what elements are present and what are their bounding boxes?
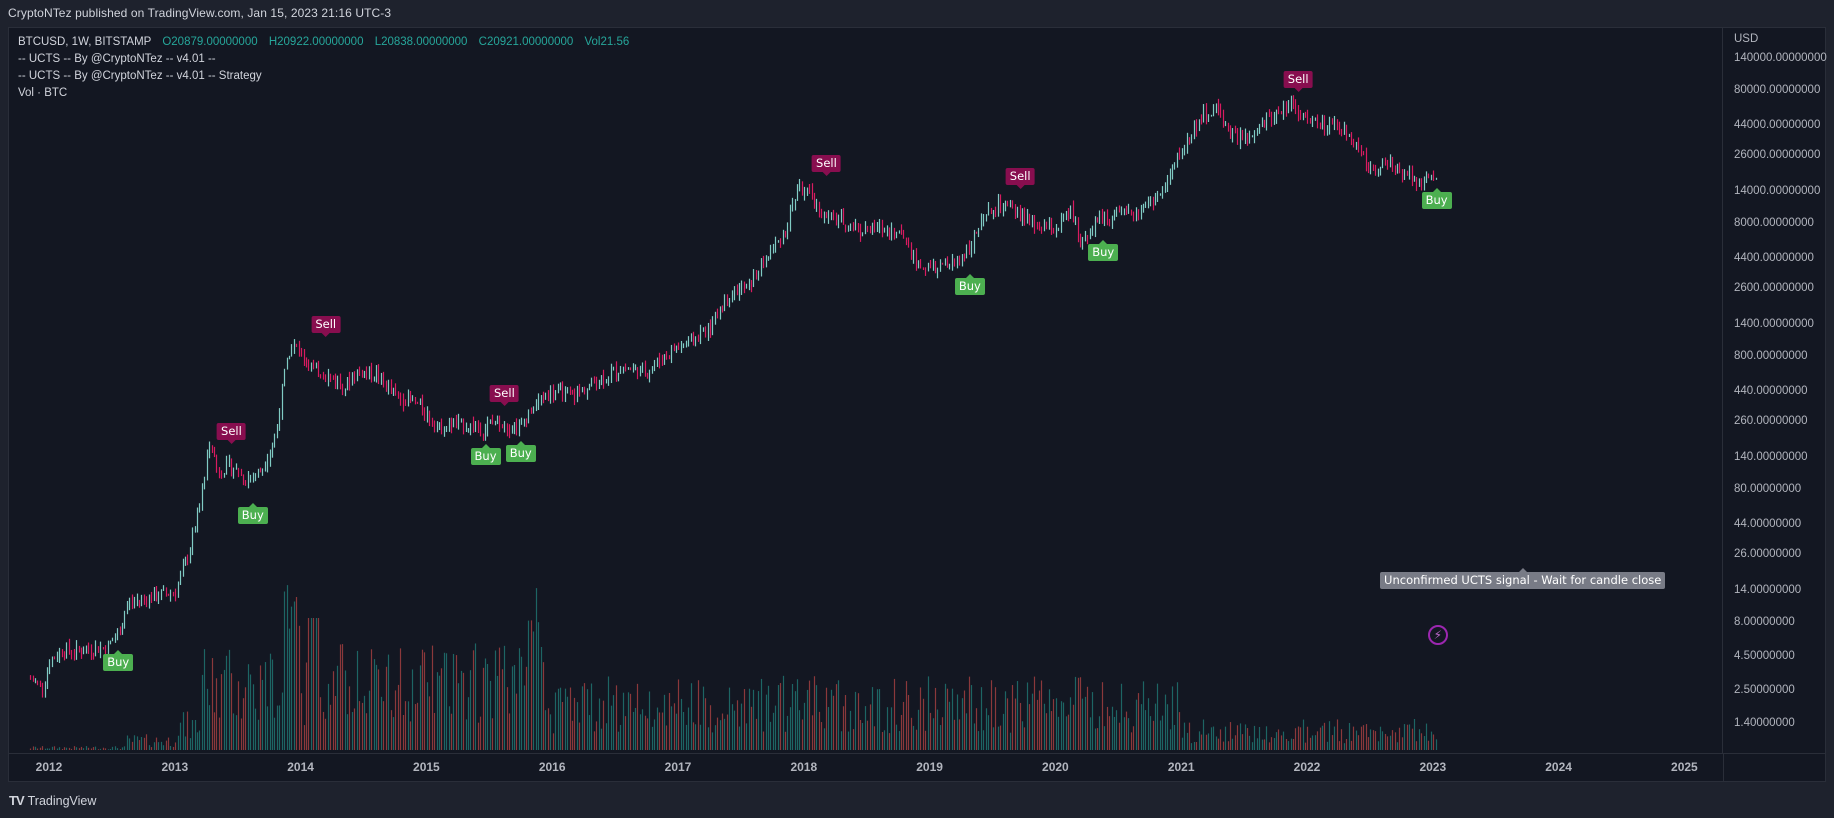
year-label: 2014 xyxy=(287,760,314,774)
legend-indicator-volume[interactable]: Vol · BTC xyxy=(18,87,68,99)
price-label: 1.40000000 xyxy=(1734,717,1795,729)
buy-signal-label: Buy xyxy=(505,440,536,462)
legend-indicator-ucts[interactable]: -- UCTS -- By @CryptoNTez -- v4.01 -- xyxy=(18,53,216,65)
sell-signal-label: Sell xyxy=(311,316,341,338)
year-label: 2017 xyxy=(664,760,692,774)
price-label: 4.50000000 xyxy=(1734,649,1795,662)
chart-legend: BTCUSD, 1W, BITSTAMP O20879.00000000 H20… xyxy=(18,34,629,102)
price-label: 80.00000000 xyxy=(1734,483,1802,496)
year-label: 2019 xyxy=(916,760,943,774)
year-label: 2022 xyxy=(1293,760,1321,774)
unconfirmed-signal-tooltip: Unconfirmed UCTS signal - Wait for candl… xyxy=(1380,568,1666,589)
sell-signal-label: Sell xyxy=(1283,70,1313,92)
price-label: 440.00000000 xyxy=(1734,384,1808,397)
sell-signal-label: Sell xyxy=(217,423,246,444)
sell-signal-label: Sell xyxy=(812,155,841,177)
buy-signal-label: Buy xyxy=(1088,239,1119,261)
candlestick-chart[interactable] xyxy=(9,28,1723,753)
legend-close: C20921.00000000 xyxy=(478,36,574,48)
year-label: 2012 xyxy=(35,760,63,774)
price-label: 8.00000000 xyxy=(1734,616,1795,629)
footer: TV TradingView xyxy=(9,793,96,808)
legend-ohlc-row[interactable]: BTCUSD, 1W, BITSTAMP O20879.00000000 H20… xyxy=(18,34,629,51)
axis-corner xyxy=(1723,753,1825,781)
price-label: 1400.00000000 xyxy=(1734,318,1814,330)
legend-low: L20838.00000000 xyxy=(374,36,468,48)
year-label: 2013 xyxy=(161,760,189,774)
price-label: 800.00000000 xyxy=(1734,350,1808,363)
buy-signal-label: Buy xyxy=(103,649,134,671)
legend-open: O20879.00000000 xyxy=(162,36,258,48)
price-label: 2.50000000 xyxy=(1734,683,1795,696)
year-label: 2025 xyxy=(1671,760,1698,774)
sell-signal-label: Sell xyxy=(490,384,519,406)
year-label: 2015 xyxy=(413,760,440,774)
legend-indicator-ucts-strategy[interactable]: -- UCTS -- By @CryptoNTez -- v4.01 -- St… xyxy=(18,70,262,82)
price-label: 14000.00000000 xyxy=(1734,185,1821,197)
footer-brand[interactable]: TradingView xyxy=(27,793,97,808)
price-label: 8000.00000000 xyxy=(1734,217,1814,230)
time-axis[interactable]: 2012 2013 2014 2015 2016 2017 2018 2019 2020 2021… xyxy=(9,753,1723,781)
price-label: 14.00000000 xyxy=(1734,584,1802,596)
price-label: 26.00000000 xyxy=(1734,548,1802,561)
year-label: 2021 xyxy=(1167,760,1195,774)
price-label: 4400.00000000 xyxy=(1734,251,1814,264)
legend-high: H20922.00000000 xyxy=(268,36,364,48)
price-label: 80000.00000000 xyxy=(1734,84,1821,97)
sell-signal-label: Sell xyxy=(1005,167,1035,189)
year-label: 2023 xyxy=(1419,760,1447,774)
chart-frame: BTCUSD, 1W, BITSTAMP O20879.00000000 H20… xyxy=(8,27,1827,782)
price-label: 260.00000000 xyxy=(1734,415,1808,428)
legend-symbol: BTCUSD, 1W, BITSTAMP xyxy=(18,36,152,48)
price-label: 140000.00000000 xyxy=(1734,52,1827,64)
buy-signal-label: Buy xyxy=(954,273,985,295)
price-label: 26000.00000000 xyxy=(1734,149,1821,162)
price-label: 2600.00000000 xyxy=(1734,282,1814,295)
tradingview-logo-icon: TV xyxy=(9,793,25,808)
price-axis[interactable]: USD 140000.00000000 80000.00000000 44000.0… xyxy=(1723,28,1827,753)
year-label: 2024 xyxy=(1545,760,1572,774)
year-label: 2020 xyxy=(1042,760,1069,774)
year-label: 2016 xyxy=(538,760,566,774)
plot-area[interactable]: BTCUSD, 1W, BITSTAMP O20879.00000000 H20… xyxy=(9,28,1723,753)
price-label: 140.00000000 xyxy=(1734,451,1808,463)
lightning-bolt-icon[interactable]: ⚡ xyxy=(1427,625,1448,645)
legend-volume: Vol21.56 xyxy=(584,36,630,48)
price-label: 44.00000000 xyxy=(1734,517,1802,530)
buy-signal-label: Buy xyxy=(470,443,501,465)
buy-signal-label: Buy xyxy=(1421,187,1452,209)
published-header: CryptoNTez published on TradingView.com,… xyxy=(8,6,392,20)
buy-signal-label: Buy xyxy=(237,503,268,525)
price-label: 44000.00000000 xyxy=(1734,118,1821,131)
price-axis-unit: USD xyxy=(1734,33,1759,45)
year-label: 2018 xyxy=(790,760,818,774)
